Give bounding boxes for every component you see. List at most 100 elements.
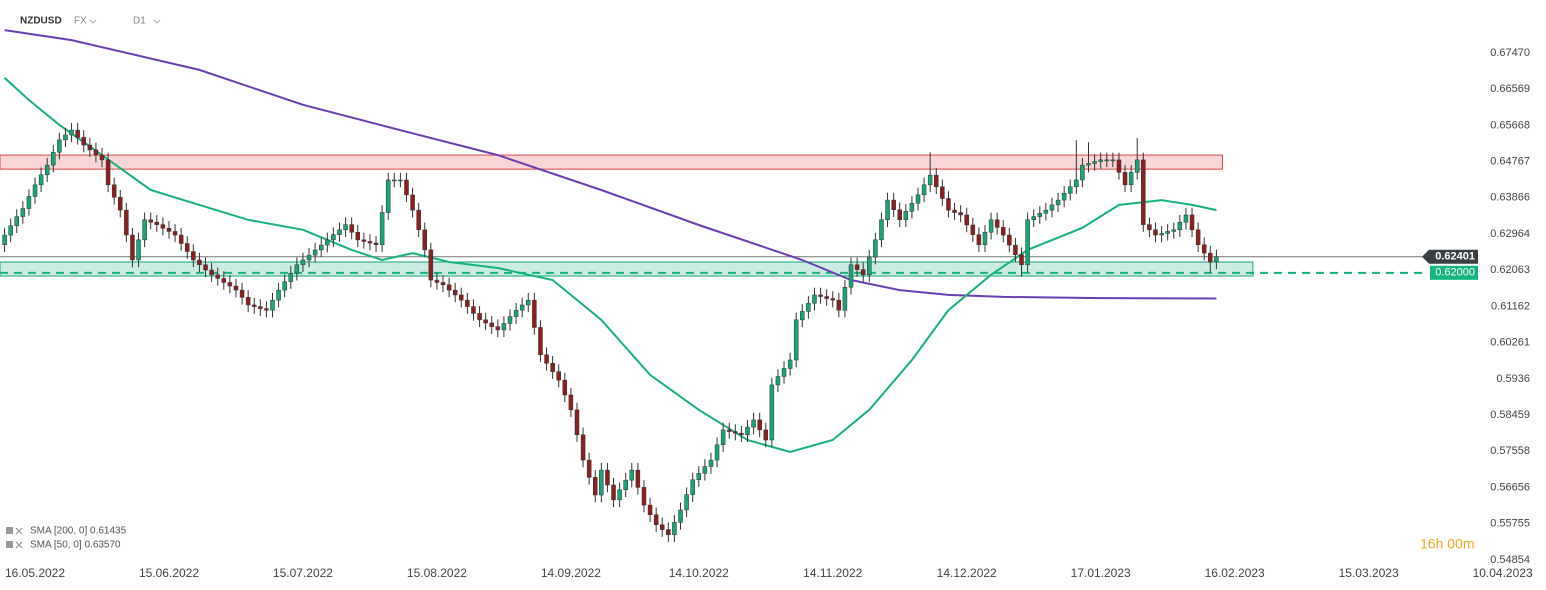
candle-body <box>702 466 708 474</box>
y-tick-label: 0.58459 <box>1490 409 1530 421</box>
candle-body <box>111 184 117 198</box>
candle-body <box>666 529 671 536</box>
candle-body <box>495 326 501 331</box>
candle-body <box>763 429 769 441</box>
market: FX <box>74 16 87 27</box>
candle-body <box>994 219 1000 228</box>
chevron[interactable] <box>153 19 161 24</box>
candle-body <box>1183 214 1189 223</box>
y-tick-label: 0.67470 <box>1490 47 1530 59</box>
candle-body <box>532 299 537 328</box>
candle-body <box>800 311 805 321</box>
candle-body <box>185 243 190 252</box>
legend-label: SMA [200, 0] 0.61435 <box>30 526 127 537</box>
candle-body <box>172 231 178 236</box>
candle-body <box>568 394 574 411</box>
zone <box>0 154 1223 170</box>
candle-body <box>958 212 963 216</box>
candle-body <box>294 264 300 274</box>
candle-body <box>988 219 994 233</box>
candle-body <box>964 214 969 226</box>
candle-body <box>659 524 665 530</box>
candle-body <box>349 224 354 233</box>
candle-body <box>830 298 835 301</box>
candle-body <box>1134 159 1140 173</box>
candle-body <box>93 149 99 156</box>
candle-body <box>355 231 361 241</box>
candle-body <box>178 234 184 244</box>
candle-body <box>873 239 878 258</box>
zone <box>0 261 1254 277</box>
candle-body <box>1067 186 1073 194</box>
x-tick-label: 15.03.2023 <box>1339 566 1399 580</box>
candle-body <box>781 368 787 377</box>
y-tick-label: 0.65668 <box>1490 119 1530 131</box>
candle-body <box>897 209 902 221</box>
candle-body <box>605 469 610 486</box>
level-label: 0.62000 <box>1435 267 1475 279</box>
candle-body <box>331 234 336 241</box>
chevron[interactable] <box>89 19 97 24</box>
legend-close[interactable] <box>15 541 23 549</box>
candle-body <box>629 469 635 481</box>
candle-body <box>1128 172 1134 186</box>
candle-body <box>26 196 32 209</box>
candle-body <box>1104 159 1110 162</box>
candle-body <box>653 514 659 526</box>
candle-body <box>696 473 702 481</box>
candle-body <box>860 269 866 276</box>
level-box <box>1430 265 1478 280</box>
candle-body <box>739 432 744 436</box>
candle-body <box>471 306 476 314</box>
candle-body <box>203 264 208 271</box>
candle-body <box>434 279 440 283</box>
candle-body <box>641 487 647 506</box>
candle-body <box>428 249 434 281</box>
candle-body <box>148 219 153 223</box>
candle-body <box>1208 252 1213 263</box>
candle-body <box>1007 234 1012 246</box>
legend-close[interactable] <box>15 527 23 535</box>
candle-body <box>556 371 561 381</box>
candle-body <box>446 284 452 291</box>
candle-body <box>519 304 525 311</box>
interval[interactable]: D1 <box>133 16 146 27</box>
candle-body <box>593 477 598 496</box>
candle-body <box>245 297 251 306</box>
candle-body <box>276 289 281 301</box>
candle-body <box>8 225 13 236</box>
x-tick-label: 16.05.2022 <box>5 566 65 580</box>
candle-body <box>1195 229 1201 245</box>
candle-body <box>483 319 488 324</box>
candle-body <box>1037 213 1043 217</box>
candle-body <box>733 431 738 434</box>
candle-body <box>51 152 56 166</box>
candle-body <box>1092 161 1097 164</box>
candle-body <box>306 254 312 261</box>
candle-body <box>1189 214 1195 231</box>
candle-body <box>1110 159 1116 162</box>
candle-body <box>586 459 592 478</box>
candle-body <box>44 164 50 176</box>
candle-body <box>221 278 227 283</box>
candle-body <box>1049 204 1055 211</box>
candle-body <box>1153 229 1158 236</box>
candle-body <box>726 429 732 432</box>
candle-body <box>489 322 494 327</box>
candle-body <box>392 179 397 182</box>
candle-body <box>574 409 580 436</box>
candle-body <box>361 239 367 242</box>
candle-body <box>812 294 817 304</box>
candle-body <box>209 269 214 276</box>
candle-body <box>1201 244 1207 254</box>
candle-body <box>258 306 263 309</box>
candle-body <box>239 289 245 298</box>
symbol[interactable]: NZDUSD <box>20 16 62 27</box>
candle-body <box>75 129 80 138</box>
candle-body <box>982 231 988 245</box>
candle-body <box>684 494 689 511</box>
candle-body <box>1080 164 1085 181</box>
x-tick-label: 16.02.2023 <box>1205 566 1265 580</box>
x-tick-label: 17.01.2023 <box>1071 566 1131 580</box>
